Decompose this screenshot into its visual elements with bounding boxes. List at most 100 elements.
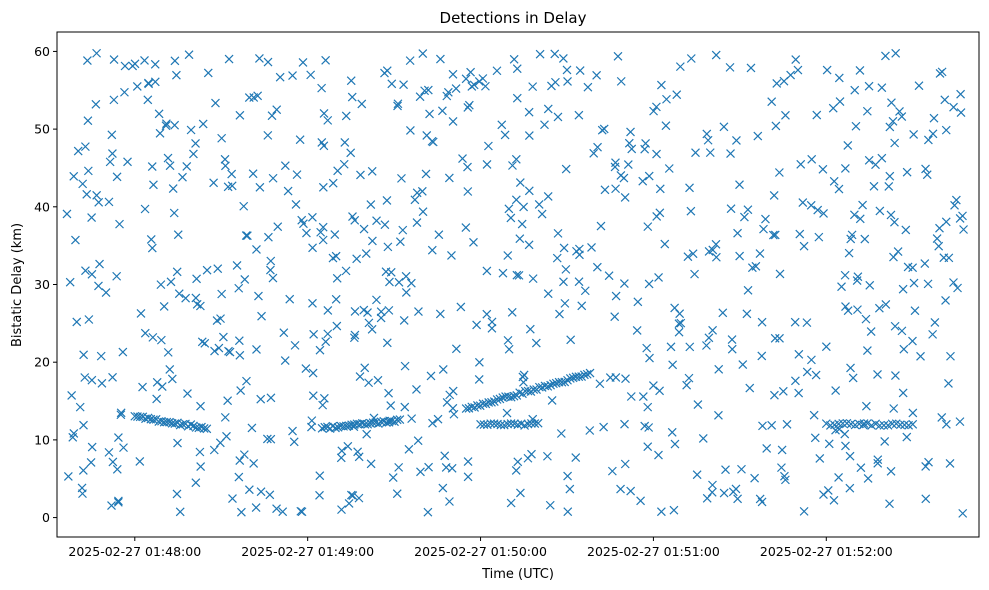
data-point [116, 408, 126, 418]
data-point [463, 457, 473, 466]
data-point [213, 264, 223, 274]
data-point [461, 74, 471, 84]
data-point [416, 467, 425, 477]
data-point [495, 394, 505, 404]
data-point [189, 149, 198, 159]
data-point [168, 184, 178, 194]
data-point [191, 139, 200, 148]
data-point [928, 129, 938, 139]
data-point [655, 184, 665, 194]
data-point [289, 437, 299, 447]
data-point [381, 267, 391, 277]
data-point [767, 97, 777, 107]
data-point [266, 256, 276, 266]
data-point [561, 164, 571, 174]
data-point [366, 200, 376, 209]
data-point [727, 344, 737, 354]
data-point [214, 343, 224, 353]
data-point [747, 263, 757, 273]
data-point [288, 426, 297, 436]
data-point [873, 458, 883, 468]
x-tick-label: 2025-02-27 01:52:00 [760, 544, 893, 559]
data-point [727, 335, 737, 345]
data-point [714, 364, 724, 374]
data-point [897, 112, 907, 121]
data-point [298, 58, 308, 67]
data-point [463, 472, 473, 482]
data-point [632, 325, 642, 335]
data-point [644, 423, 654, 432]
data-point [352, 254, 362, 264]
data-point [540, 120, 549, 130]
data-point [319, 109, 329, 118]
data-point [315, 490, 324, 500]
data-point [843, 306, 853, 316]
data-point [563, 76, 572, 86]
data-point [688, 249, 698, 259]
data-point [831, 386, 841, 395]
data-point [321, 337, 331, 347]
data-point [643, 442, 653, 452]
data-point [386, 401, 396, 410]
data-point [559, 243, 569, 253]
data-point [223, 396, 233, 406]
data-point [80, 142, 90, 152]
data-point [530, 419, 540, 429]
y-tick-label: 60 [34, 44, 50, 59]
data-point [958, 508, 968, 518]
data-point [890, 138, 900, 148]
data-point [565, 374, 575, 383]
data-point [542, 451, 552, 461]
data-point [147, 162, 157, 171]
data-point [174, 289, 184, 299]
data-point [874, 303, 884, 313]
data-point [574, 110, 584, 120]
y-tick-label: 50 [34, 122, 50, 137]
data-point [474, 375, 484, 384]
data-point [275, 72, 285, 82]
data-point [949, 102, 958, 112]
data-point [333, 422, 343, 432]
data-point [69, 171, 79, 181]
data-point [880, 436, 890, 446]
data-point [928, 329, 938, 339]
y-tick-label: 10 [34, 432, 50, 447]
data-point [62, 209, 72, 219]
data-point [482, 159, 492, 169]
data-point [793, 65, 803, 75]
data-point [500, 130, 510, 140]
data-point [851, 121, 861, 131]
data-point [87, 442, 97, 452]
data-point [94, 281, 103, 291]
data-point [417, 186, 427, 196]
data-point [489, 419, 499, 429]
data-point [743, 205, 753, 215]
data-point [843, 140, 853, 150]
data-point [444, 173, 454, 183]
data-point [620, 419, 629, 429]
data-point [636, 496, 646, 506]
data-point [898, 284, 908, 294]
data-point [875, 206, 885, 216]
data-point [71, 235, 80, 245]
data-point [534, 382, 544, 392]
data-point [116, 410, 126, 420]
data-point [566, 335, 576, 345]
data-point [626, 486, 636, 496]
data-point [707, 487, 717, 497]
data-point [318, 235, 328, 245]
data-point [837, 282, 846, 292]
data-point [104, 447, 114, 457]
data-point [845, 451, 855, 461]
data-point [574, 372, 584, 382]
data-point [547, 81, 556, 91]
data-point [112, 464, 122, 474]
data-point [364, 318, 374, 328]
data-point [607, 466, 617, 476]
data-point [318, 182, 328, 192]
data-point [528, 274, 538, 284]
data-point [553, 228, 563, 238]
data-point [339, 159, 349, 169]
data-point [899, 344, 909, 354]
data-point [726, 149, 735, 158]
